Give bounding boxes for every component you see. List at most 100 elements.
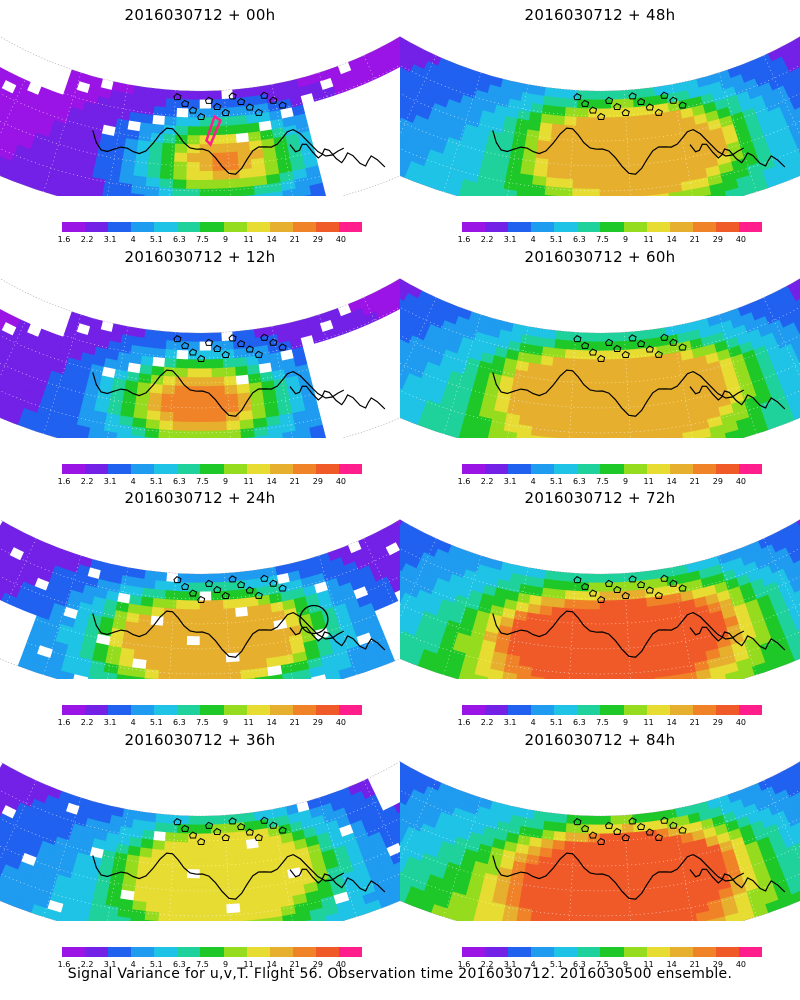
- variance-cell: [515, 673, 532, 679]
- variance-cell: [654, 918, 671, 921]
- variance-cell: [558, 912, 574, 921]
- variance-cell: [599, 188, 615, 196]
- variance-cell: [561, 876, 576, 887]
- variance-cell: [115, 915, 132, 921]
- missing-data-cell: [393, 316, 400, 331]
- colorbar-tick-label: 11: [243, 235, 254, 244]
- latitude-line: [400, 295, 800, 359]
- variance-cell: [555, 88, 568, 99]
- latitude-line: [0, 536, 400, 600]
- island-outline: [204, 338, 214, 346]
- panel-title: 2016030712 + 60h: [524, 248, 676, 266]
- variance-cell: [221, 581, 235, 592]
- longitude-line: [763, 780, 800, 895]
- colorbar-tick-label: 21: [689, 235, 700, 244]
- variance-cell: [199, 162, 214, 172]
- variance-cell: [624, 625, 639, 637]
- colorbar-swatch: [715, 464, 739, 474]
- island-outline: [228, 92, 237, 100]
- panel-title: 2016030712 + 48h: [524, 6, 676, 24]
- variance-cell: [638, 410, 654, 421]
- variance-cell: [611, 125, 625, 136]
- island-outline: [197, 354, 206, 363]
- variance-cell: [212, 895, 227, 906]
- variance-cell: [225, 169, 241, 180]
- variance-cell: [636, 383, 651, 395]
- variance-cell: [636, 624, 651, 636]
- longitude-line: [167, 573, 177, 679]
- variance-cell: [238, 893, 254, 904]
- longitude-line: [0, 780, 37, 895]
- variance-cell: [639, 177, 655, 188]
- longitude-line: [363, 538, 400, 653]
- colorbar-tick-label: 1.6: [57, 477, 71, 486]
- variance-cell: [223, 366, 237, 378]
- variance-cell: [599, 395, 614, 405]
- colorbar-swatch: [508, 222, 532, 232]
- colorbar-labels: 1.6 2.2 3.1 4 5.1 6.3 7.5 9 11 14 21 29 40: [0, 477, 400, 487]
- variance-cell: [635, 848, 649, 860]
- island-outline: [660, 333, 669, 341]
- colorbar-swatch: [62, 947, 86, 957]
- longitude-line: [0, 55, 37, 170]
- variance-cell: [186, 412, 201, 423]
- colorbar-swatch: [223, 947, 247, 957]
- island-outline: [636, 580, 646, 589]
- island-outline: [613, 344, 622, 353]
- variance-cell: [151, 365, 165, 377]
- island-outline: [245, 586, 254, 594]
- variance-cell: [575, 358, 589, 369]
- variance-cell: [624, 384, 639, 396]
- variance-cell: [226, 670, 242, 679]
- missing-data-cell: [0, 53, 5, 68]
- island-outline: [278, 101, 287, 109]
- variance-cell: [174, 152, 188, 163]
- variance-cell: [553, 106, 567, 117]
- variance-cell: [144, 427, 160, 438]
- island-outline: [213, 344, 222, 353]
- variance-cell: [555, 813, 568, 824]
- island-outline: [197, 595, 206, 604]
- colorbar: [462, 222, 763, 232]
- colorbar-swatch: [554, 464, 578, 474]
- island-outline: [173, 93, 182, 101]
- variance-cell: [549, 383, 564, 395]
- variance-cell: [553, 589, 567, 600]
- island-outline: [645, 345, 654, 353]
- variance-cell: [186, 421, 201, 432]
- variance-cell: [543, 578, 557, 590]
- missing-data-cell: [394, 587, 400, 602]
- variance-cell: [635, 123, 649, 135]
- variance-cell: [559, 894, 575, 905]
- variance-cell: [561, 867, 576, 879]
- variance-cell: [173, 895, 188, 906]
- variance-cell: [564, 107, 578, 118]
- variance-cell: [564, 599, 578, 610]
- colorbar-tick-label: 3.1: [503, 960, 517, 969]
- coastline: [92, 852, 345, 900]
- variance-cell: [621, 331, 634, 342]
- variance-cell: [210, 815, 223, 826]
- variance-map: [400, 274, 800, 438]
- variance-cell: [213, 671, 228, 679]
- variance-cell: [153, 106, 167, 117]
- variance-cell: [711, 191, 728, 196]
- colorbar-swatch: [531, 222, 555, 232]
- island-outline: [645, 828, 654, 836]
- colorbar-labels: 1.6 2.2 3.1 4 5.1 6.3 7.5 9 11 14 21 29 40: [400, 477, 800, 487]
- panel-6: 2016030712 + 36h 1.6 2.2 3.1 4 5.1 6.3 7.5 9 11 1…: [0, 725, 400, 970]
- variance-cell: [610, 573, 623, 584]
- colorbar-swatch: [738, 947, 763, 957]
- variance-cell: [558, 429, 574, 438]
- variance-cell: [233, 106, 247, 117]
- island-outline: [221, 591, 230, 599]
- variance-cell: [572, 421, 588, 432]
- colorbar-labels: 1.6 2.2 3.1 4 5.1 6.3 7.5 9 11 14 21 29 40: [0, 718, 400, 728]
- variance-cell: [212, 662, 228, 673]
- variance-cell: [599, 895, 614, 906]
- map-field: [400, 757, 800, 921]
- coastline: [92, 127, 345, 175]
- variance-cell: [599, 350, 612, 361]
- colorbar-tick-label: 3.1: [503, 718, 517, 727]
- variance-cell: [246, 847, 261, 859]
